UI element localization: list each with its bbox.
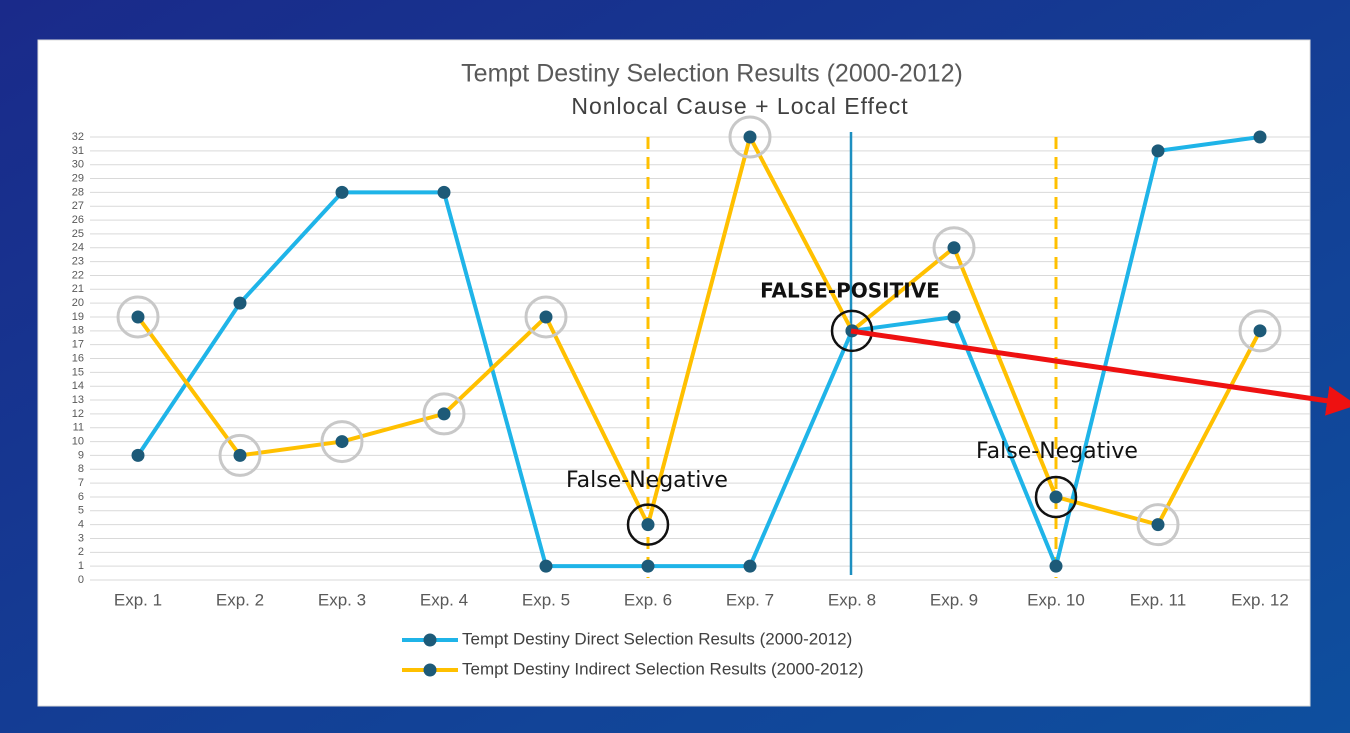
y-tick-label: 14 xyxy=(72,380,84,392)
series-line xyxy=(136,135,1262,527)
y-tick-label: 11 xyxy=(73,422,84,434)
point xyxy=(947,241,961,255)
point xyxy=(335,435,349,449)
x-tick-label: Exp. 6 xyxy=(624,590,672,609)
highlight-circle xyxy=(626,503,670,546)
highlight-circle xyxy=(1238,309,1282,353)
x-tick-label: Exp. 8 xyxy=(828,590,876,609)
point xyxy=(1253,130,1267,144)
highlight-circle xyxy=(116,295,160,339)
y-tick-label: 12 xyxy=(72,408,84,420)
point xyxy=(1151,144,1165,158)
y-tick-label: 27 xyxy=(72,200,84,212)
y-tick-label: 20 xyxy=(72,297,84,309)
chart-subtitle: Nonlocal Cause + Local Effect xyxy=(571,93,908,119)
y-tick-label: 18 xyxy=(72,325,84,337)
highlight-circle xyxy=(1034,475,1078,519)
point xyxy=(1049,559,1063,573)
y-tick-label: 3 xyxy=(78,532,84,544)
y-tick-label: 17 xyxy=(72,339,84,351)
y-tick-label: 2 xyxy=(78,546,84,558)
legend-marker xyxy=(423,663,437,677)
annotation: False-Negative xyxy=(566,468,728,493)
y-tick-label: 0 xyxy=(78,574,84,586)
y-tick-label: 32 xyxy=(72,131,84,143)
point xyxy=(233,448,247,462)
legend-label: Tempt Destiny Direct Selection Results (… xyxy=(462,629,852,648)
x-tick-label: Exp. 3 xyxy=(318,590,366,609)
point xyxy=(131,448,145,462)
point xyxy=(437,407,451,421)
x-tick-label: Exp. 2 xyxy=(216,590,264,609)
point xyxy=(1253,324,1267,338)
highlight-circle xyxy=(728,115,772,159)
highlight-circle xyxy=(320,420,364,464)
y-tick-label: 4 xyxy=(78,519,84,531)
y-tick-label: 1 xyxy=(78,560,84,572)
chart-title: Tempt Destiny Selection Results (2000-20… xyxy=(461,60,963,88)
y-tick-label: 24 xyxy=(72,242,84,254)
highlight-circle xyxy=(218,433,262,477)
point xyxy=(1151,518,1165,532)
y-tick-label: 10 xyxy=(72,435,84,447)
x-tick-label: Exp. 9 xyxy=(930,590,978,609)
highlight-circle xyxy=(1136,503,1180,547)
x-tick-label: Exp. 11 xyxy=(1130,590,1186,609)
y-tick-label: 21 xyxy=(72,283,84,295)
point xyxy=(743,130,757,144)
y-tick-label: 23 xyxy=(72,256,84,268)
annotation: FALSE-POSITIVE xyxy=(760,279,940,303)
highlight-circle xyxy=(830,309,874,353)
y-tick-label: 8 xyxy=(78,463,84,475)
y-tick-label: 28 xyxy=(72,186,84,198)
legend-marker xyxy=(423,633,437,647)
highlight-circle xyxy=(524,295,568,339)
series-line xyxy=(136,135,1261,569)
y-tick-label: 9 xyxy=(78,449,84,461)
point xyxy=(1049,490,1063,504)
y-tick-label: 7 xyxy=(78,477,84,489)
legend-label: Tempt Destiny Indirect Selection Results… xyxy=(462,659,864,678)
point xyxy=(131,310,145,324)
y-tick-label: 13 xyxy=(72,394,84,406)
point xyxy=(641,518,655,532)
point xyxy=(947,310,961,324)
point xyxy=(335,185,349,199)
y-tick-label: 26 xyxy=(72,214,84,226)
y-tick-label: 6 xyxy=(78,491,84,503)
x-tick-label: Exp. 10 xyxy=(1027,590,1085,609)
y-tick-label: 25 xyxy=(72,228,84,240)
x-tick-label: Exp. 7 xyxy=(726,590,774,609)
annotation: False-Negative xyxy=(976,439,1138,464)
y-tick-label: 22 xyxy=(72,269,84,281)
point xyxy=(437,185,451,199)
point xyxy=(641,559,655,573)
x-tick-label: Exp. 4 xyxy=(420,590,468,609)
y-tick-label: 30 xyxy=(72,159,84,171)
x-tick-label: Exp. 5 xyxy=(522,590,570,609)
x-tick-label: Exp. 12 xyxy=(1231,590,1289,609)
y-tick-label: 5 xyxy=(78,505,84,517)
y-tick-label: 31 xyxy=(72,145,84,157)
y-tick-label: 19 xyxy=(72,311,84,323)
highlight-circle xyxy=(932,226,976,270)
x-tick-label: Exp. 1 xyxy=(114,590,162,609)
point xyxy=(539,310,553,324)
point xyxy=(743,559,757,573)
arrow xyxy=(850,328,1350,416)
highlight-circle xyxy=(422,392,466,436)
y-tick-label: 29 xyxy=(72,172,84,184)
y-tick-label: 15 xyxy=(72,366,84,378)
y-tick-label: 16 xyxy=(72,352,84,364)
point xyxy=(233,296,247,310)
point xyxy=(539,559,553,573)
